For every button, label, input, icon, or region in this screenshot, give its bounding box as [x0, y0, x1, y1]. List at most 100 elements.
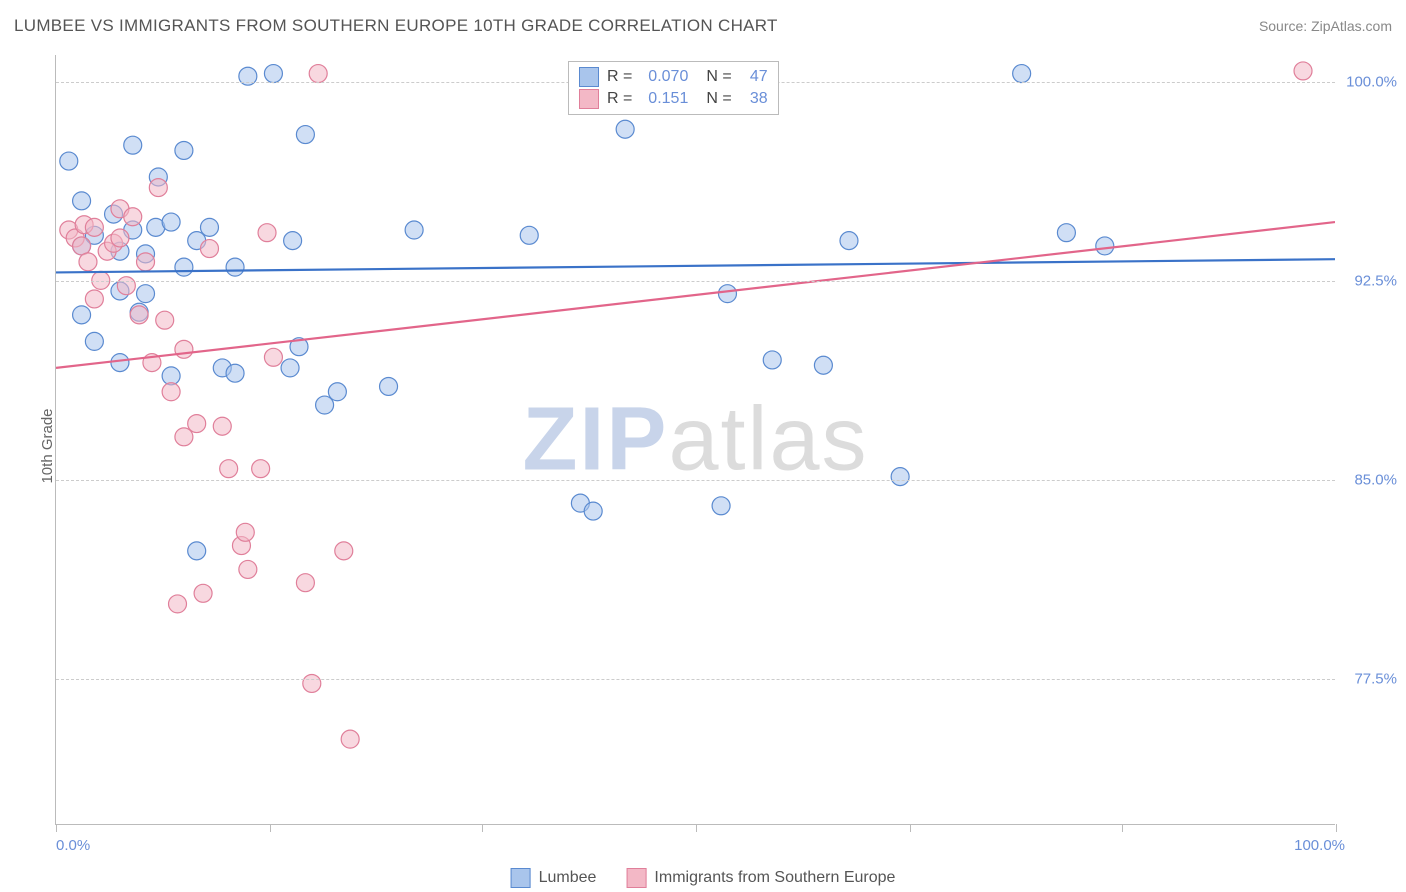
scatter-point	[111, 354, 129, 372]
scatter-point	[156, 311, 174, 329]
x-tick	[910, 824, 911, 832]
scatter-point	[226, 258, 244, 276]
legend-item-lumbee: Lumbee	[511, 868, 597, 888]
scatter-point	[763, 351, 781, 369]
scatter-point	[162, 383, 180, 401]
x-tick-label: 0.0%	[56, 837, 90, 854]
scatter-point	[226, 364, 244, 382]
r-value: 0.070	[640, 66, 688, 88]
scatter-point	[303, 674, 321, 692]
n-value: 47	[740, 66, 768, 88]
scatter-point	[149, 179, 167, 197]
scatter-point	[328, 383, 346, 401]
scatter-point	[73, 237, 91, 255]
scatter-point	[137, 285, 155, 303]
scatter-point	[264, 348, 282, 366]
scatter-point	[79, 253, 97, 271]
scatter-point	[85, 218, 103, 236]
legend-label: Lumbee	[539, 869, 597, 887]
scatter-point	[200, 218, 218, 236]
correlation-legend: R = 0.070 N = 47 R = 0.151 N = 38	[568, 61, 779, 115]
scatter-point	[175, 141, 193, 159]
scatter-point	[616, 120, 634, 138]
scatter-point	[1294, 62, 1312, 80]
scatter-point	[169, 595, 187, 613]
r-value: 0.151	[640, 88, 688, 110]
n-label: N =	[706, 88, 731, 110]
scatter-point	[111, 229, 129, 247]
r-label: R =	[607, 66, 632, 88]
scatter-point	[236, 523, 254, 541]
scatter-point	[380, 377, 398, 395]
scatter-point	[194, 584, 212, 602]
scatter-point	[1096, 237, 1114, 255]
scatter-point	[162, 213, 180, 231]
trend-line	[56, 259, 1335, 272]
scatter-point	[405, 221, 423, 239]
bottom-legend: Lumbee Immigrants from Southern Europe	[511, 868, 896, 888]
x-tick	[1336, 824, 1337, 832]
scatter-point	[1057, 224, 1075, 242]
scatter-point	[335, 542, 353, 560]
plot-area: ZIPatlas 77.5%85.0%92.5%100.0%0.0%100.0%…	[55, 55, 1335, 825]
scatter-point	[85, 332, 103, 350]
n-label: N =	[706, 66, 731, 88]
legend-swatch	[626, 868, 646, 888]
scatter-point	[712, 497, 730, 515]
scatter-point	[130, 306, 148, 324]
scatter-point	[891, 468, 909, 486]
trend-line	[56, 222, 1335, 368]
scatter-point	[309, 65, 327, 83]
chart-title: LUMBEE VS IMMIGRANTS FROM SOUTHERN EUROP…	[14, 16, 778, 36]
gridline	[56, 281, 1335, 282]
y-tick-label: 100.0%	[1346, 73, 1397, 90]
scatter-point	[281, 359, 299, 377]
legend-swatch	[511, 868, 531, 888]
scatter-point	[124, 208, 142, 226]
scatter-point	[73, 306, 91, 324]
legend-label: Immigrants from Southern Europe	[654, 869, 895, 887]
x-tick	[1122, 824, 1123, 832]
chart-source: Source: ZipAtlas.com	[1259, 18, 1392, 34]
x-tick-label: 100.0%	[1294, 837, 1345, 854]
scatter-point	[137, 253, 155, 271]
n-value: 38	[740, 88, 768, 110]
scatter-point	[341, 730, 359, 748]
scatter-svg	[56, 55, 1335, 824]
gridline	[56, 679, 1335, 680]
scatter-point	[520, 226, 538, 244]
x-tick	[696, 824, 697, 832]
legend-swatch	[579, 67, 599, 87]
scatter-point	[60, 152, 78, 170]
y-tick-label: 77.5%	[1354, 670, 1397, 687]
scatter-point	[840, 232, 858, 250]
scatter-point	[239, 560, 257, 578]
x-tick	[482, 824, 483, 832]
scatter-point	[718, 285, 736, 303]
scatter-point	[220, 460, 238, 478]
scatter-point	[85, 290, 103, 308]
scatter-point	[584, 502, 602, 520]
scatter-point	[814, 356, 832, 374]
scatter-point	[162, 367, 180, 385]
r-label: R =	[607, 88, 632, 110]
scatter-point	[252, 460, 270, 478]
legend-item-immigrants: Immigrants from Southern Europe	[626, 868, 895, 888]
scatter-point	[284, 232, 302, 250]
scatter-point	[175, 340, 193, 358]
scatter-point	[117, 277, 135, 295]
scatter-point	[296, 126, 314, 144]
scatter-point	[124, 136, 142, 154]
y-tick-label: 92.5%	[1354, 272, 1397, 289]
y-tick-label: 85.0%	[1354, 471, 1397, 488]
scatter-point	[73, 192, 91, 210]
scatter-point	[175, 258, 193, 276]
scatter-point	[200, 240, 218, 258]
x-tick	[56, 824, 57, 832]
scatter-point	[1013, 65, 1031, 83]
scatter-point	[188, 415, 206, 433]
scatter-point	[188, 542, 206, 560]
x-tick	[270, 824, 271, 832]
correlation-row: R = 0.070 N = 47	[579, 66, 768, 88]
header: LUMBEE VS IMMIGRANTS FROM SOUTHERN EUROP…	[14, 16, 1392, 36]
